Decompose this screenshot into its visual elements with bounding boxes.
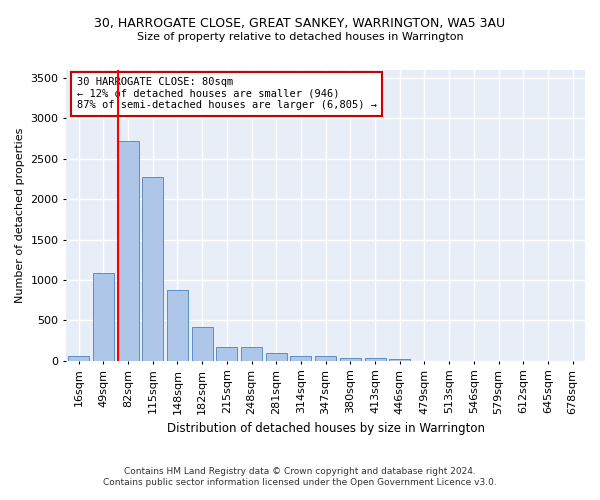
Bar [217,347,238,361]
Bar [315,356,336,361]
X-axis label: Distribution of detached houses by size in Warrington: Distribution of detached houses by size … [167,422,485,435]
Bar [191,328,212,361]
Text: Size of property relative to detached houses in Warrington: Size of property relative to detached ho… [137,32,463,42]
Text: Contains public sector information licensed under the Open Government Licence v3: Contains public sector information licen… [103,478,497,487]
Text: 30 HARROGATE CLOSE: 80sqm
← 12% of detached houses are smaller (946)
87% of semi: 30 HARROGATE CLOSE: 80sqm ← 12% of detac… [77,78,377,110]
Y-axis label: Number of detached properties: Number of detached properties [15,128,25,303]
Bar [118,141,139,361]
Bar [142,176,163,361]
Bar [68,356,89,361]
Bar [340,358,361,361]
Text: Contains HM Land Registry data © Crown copyright and database right 2024.: Contains HM Land Registry data © Crown c… [124,467,476,476]
Bar [241,347,262,361]
Bar [167,290,188,361]
Bar [93,273,114,361]
Bar [365,358,386,361]
Bar [389,359,410,361]
Text: 30, HARROGATE CLOSE, GREAT SANKEY, WARRINGTON, WA5 3AU: 30, HARROGATE CLOSE, GREAT SANKEY, WARRI… [94,18,506,30]
Bar [266,353,287,361]
Bar [290,356,311,361]
